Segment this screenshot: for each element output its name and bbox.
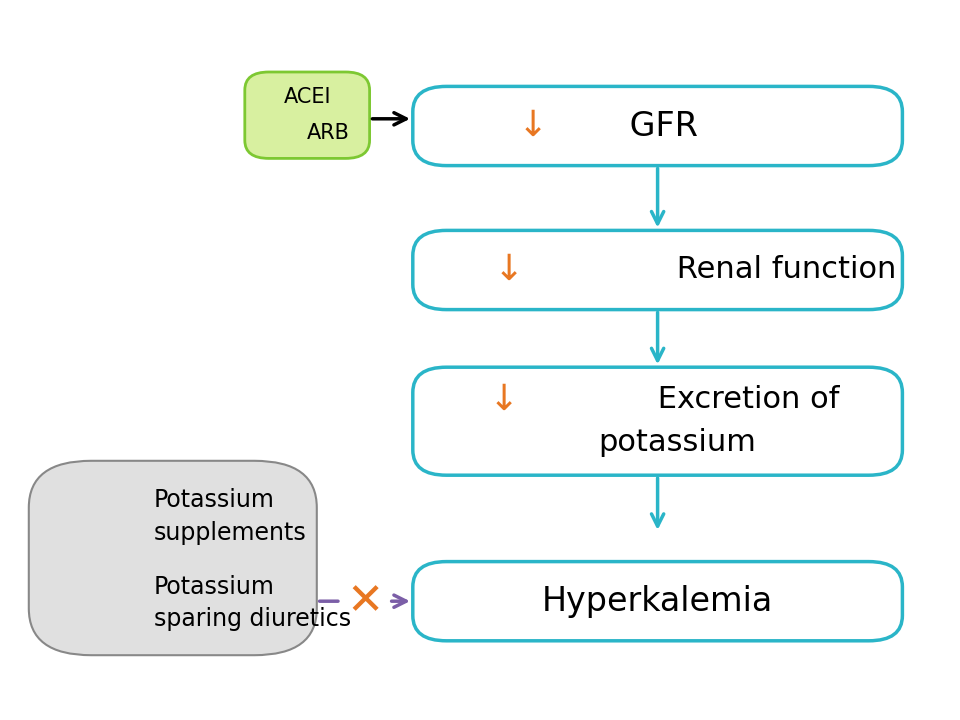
Text: ↓: ↓ bbox=[493, 253, 524, 287]
Text: ↓: ↓ bbox=[517, 109, 548, 143]
Text: Excretion of: Excretion of bbox=[648, 385, 839, 414]
Text: supplements: supplements bbox=[154, 521, 306, 545]
FancyBboxPatch shape bbox=[245, 72, 370, 158]
Text: sparing diuretics: sparing diuretics bbox=[154, 607, 350, 631]
Text: GFR: GFR bbox=[619, 109, 698, 143]
FancyBboxPatch shape bbox=[413, 230, 902, 310]
FancyBboxPatch shape bbox=[413, 562, 902, 641]
Text: Potassium: Potassium bbox=[154, 575, 275, 599]
FancyBboxPatch shape bbox=[413, 86, 902, 166]
Text: ↓: ↓ bbox=[489, 382, 519, 417]
Text: ACEI: ACEI bbox=[283, 87, 331, 107]
Text: Hyperkalemia: Hyperkalemia bbox=[542, 585, 773, 618]
Text: ✕: ✕ bbox=[347, 580, 383, 623]
Text: ARB: ARB bbox=[307, 123, 350, 143]
FancyBboxPatch shape bbox=[29, 461, 317, 655]
FancyBboxPatch shape bbox=[413, 367, 902, 475]
Text: Renal function: Renal function bbox=[667, 256, 897, 284]
Text: potassium: potassium bbox=[598, 428, 756, 457]
Text: Potassium: Potassium bbox=[154, 488, 275, 513]
